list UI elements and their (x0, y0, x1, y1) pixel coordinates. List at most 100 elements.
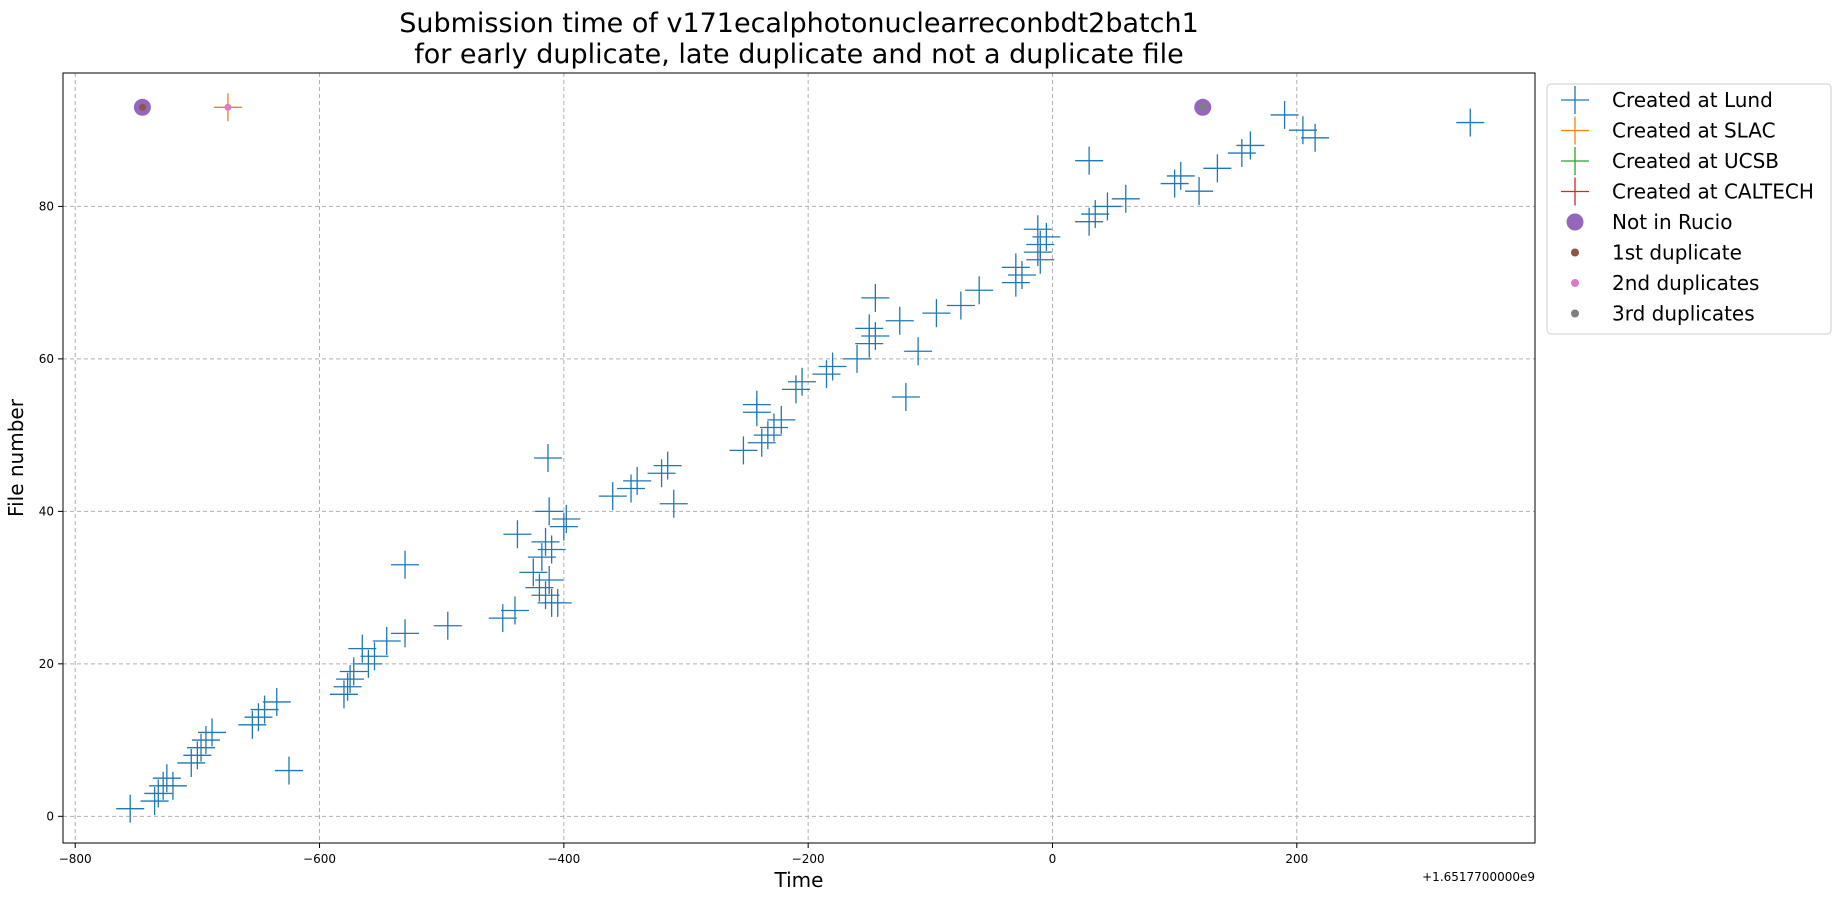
data-point-created-at-lund (391, 550, 420, 579)
data-point-created-at-lund (891, 383, 920, 412)
data-point-created-at-lund (177, 748, 206, 777)
data-point-created-at-lund (1270, 100, 1299, 129)
data-point-created-at-lund (152, 764, 181, 793)
legend-frame (1546, 83, 1832, 335)
data-point-created-at-lund (1075, 207, 1104, 236)
data-point-created-at-lund (531, 581, 560, 610)
data-point-created-at-lund (1236, 131, 1265, 160)
data-point-created-at-lund (843, 344, 872, 373)
legend-entry-created-at-lund: Created at Lund (1561, 86, 1773, 114)
data-point-created-at-lund (158, 771, 187, 800)
data-point-created-at-lund (1111, 184, 1140, 213)
data-point-created-at-lund (1032, 222, 1061, 251)
data-point-created-at-lund (500, 596, 529, 625)
data-point-created-at-lund (818, 352, 847, 381)
data-point-created-at-lund (535, 497, 564, 526)
data-point-1st-duplicate (138, 103, 146, 111)
data-point-created-at-lund (965, 276, 994, 305)
legend-label: 3rd duplicates (1612, 302, 1755, 326)
data-point-created-at-lund (1166, 161, 1195, 190)
x-tick-label: −600 (303, 852, 336, 866)
data-point-created-at-lund (198, 718, 227, 747)
x-tick-label: −800 (59, 852, 92, 866)
data-point-created-at-lund (861, 283, 890, 312)
y-axis-label: File number (4, 398, 28, 517)
data-point-created-at-lund (262, 687, 291, 716)
y-tick-label: 20 (39, 657, 54, 671)
data-point-created-at-lund (339, 657, 368, 686)
legend-marker (1571, 248, 1579, 257)
legend-entry-created-at-slac: Created at SLAC (1561, 116, 1776, 145)
legend-label: Not in Rucio (1612, 210, 1732, 234)
y-tick-label: 0 (46, 809, 54, 823)
data-point-created-at-lund (904, 337, 933, 366)
legend: Created at Lund Created at SLAC Created at… (1546, 83, 1832, 335)
data-point-created-at-lund (1081, 200, 1110, 229)
legend-marker (1571, 309, 1579, 318)
data-point-created-at-lund (1007, 261, 1036, 290)
data-point-created-at-lund (372, 626, 401, 655)
data-point-created-at-lund (543, 588, 572, 617)
data-point-2nd-duplicates (224, 103, 232, 111)
x-axis-offset-label: +1.6517700000e9 (1422, 870, 1535, 884)
data-point-created-at-lund (922, 299, 951, 328)
legend-entry-not-in-rucio: Not in Rucio (1566, 210, 1732, 234)
legend-entry-created-at-caltech: Created at CALTECH (1561, 177, 1814, 206)
axes-frame (62, 72, 1536, 844)
data-point-created-at-lund (747, 428, 776, 457)
y-tick-label: 80 (39, 199, 54, 213)
legend-entry-2nd-duplicates: 2nd duplicates (1571, 271, 1759, 295)
data-point-created-at-lund (653, 451, 682, 480)
data-point-created-at-lund (767, 405, 796, 434)
data-point-created-at-lund (885, 306, 914, 335)
data-point-created-at-lund (191, 726, 220, 755)
data-point-created-at-lund (140, 787, 169, 816)
data-point-created-at-lund (598, 482, 627, 511)
data-point-created-at-lund (488, 604, 517, 633)
data-point-created-at-lund (537, 535, 566, 564)
data-point-created-at-lund (360, 642, 389, 671)
ticks-layer: −800 −600 −400 −200 0 200 0 20 40 60 80 (39, 199, 1309, 866)
data-point-created-at-lund (647, 459, 676, 488)
data-point-created-at-lund (729, 436, 758, 465)
data-point-created-at-lund (742, 390, 771, 419)
data-point-created-at-lund (274, 756, 303, 785)
data-point-created-at-lund (1203, 154, 1232, 183)
data-point-created-at-lund (1185, 177, 1214, 206)
legend-label: Created at SLAC (1612, 119, 1776, 143)
data-point-created-at-lund (535, 565, 564, 594)
data-point-created-at-lund (144, 779, 173, 808)
data-point-created-at-lund (333, 672, 362, 701)
legend-marker (1566, 213, 1584, 231)
legend-label: 2nd duplicates (1612, 271, 1759, 295)
data-point-created-at-lund (354, 649, 383, 678)
data-point-created-at-lund (433, 611, 462, 640)
data-point-created-at-lund (812, 360, 841, 389)
legend-label: 1st duplicate (1612, 241, 1742, 265)
data-point-created-at-lund (519, 558, 548, 587)
x-tick-label: −400 (547, 852, 580, 866)
legend-label: Created at CALTECH (1612, 180, 1814, 204)
data-point-created-at-lund (183, 741, 212, 770)
data-point-created-at-lund (781, 375, 810, 404)
data-point-created-at-lund (244, 703, 273, 732)
data-point-created-at-lund (1026, 230, 1055, 259)
legend-marker (1571, 279, 1579, 287)
x-tick-label: −200 (792, 852, 825, 866)
x-tick-label: 200 (1285, 852, 1308, 866)
data-point-created-at-lund (238, 710, 267, 739)
data-point-created-at-lund (1093, 192, 1122, 221)
data-point-created-at-lund (1075, 146, 1104, 175)
data-point-created-at-lund (549, 512, 578, 541)
legend-label: Created at UCSB (1612, 149, 1779, 173)
x-tick-label: 0 (1049, 852, 1057, 866)
chart-title-line-2: for early duplicate, late duplicate and … (414, 39, 1184, 70)
data-point-created-at-lund (1301, 123, 1330, 152)
data-point-created-at-lund (1160, 169, 1189, 198)
data-point-created-at-lund (391, 619, 420, 648)
y-tick-label: 40 (39, 504, 54, 518)
data-point-created-at-lund (855, 314, 884, 343)
data-point-created-at-lund (1001, 253, 1030, 282)
